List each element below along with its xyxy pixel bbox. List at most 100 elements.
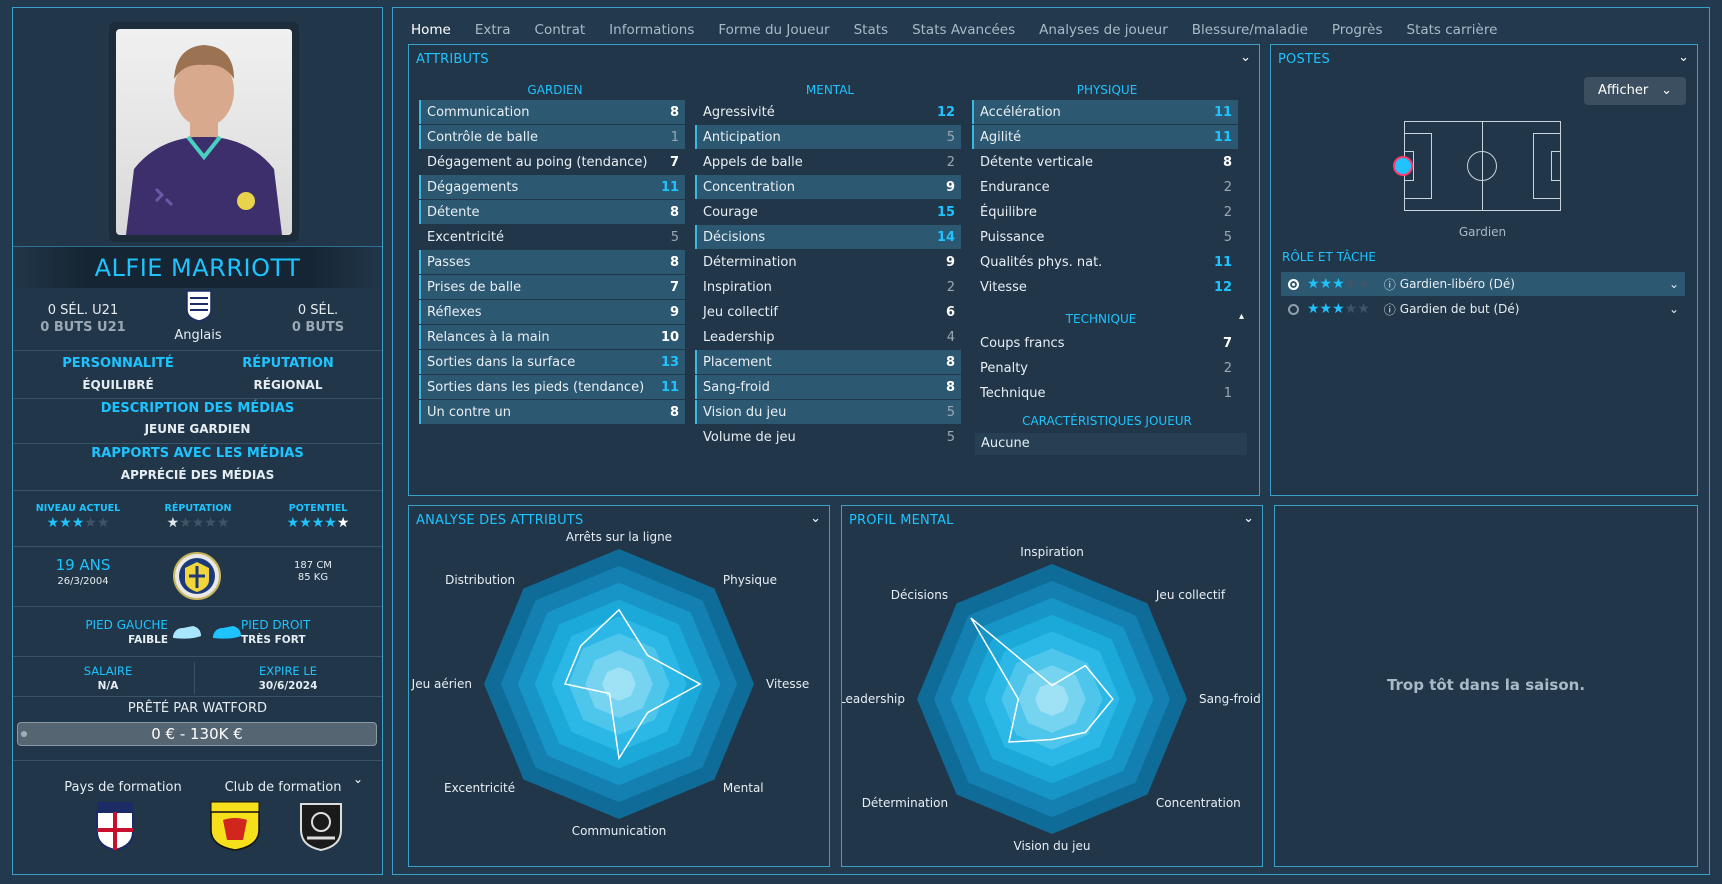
technical-collapse-icon[interactable]: ▴ <box>1239 311 1245 322</box>
u21-caps: 0 SÉL. U21 <box>47 303 119 318</box>
role-chevron-icon[interactable]: ⌄ <box>1668 302 1679 316</box>
tab-contract[interactable]: Contrat <box>534 22 586 38</box>
value-range-handle[interactable] <box>21 731 27 737</box>
attribute-row[interactable]: Agressivité 12 <box>695 100 961 124</box>
attribute-row[interactable]: Endurance 2 <box>972 175 1238 199</box>
info-icon: ⓘ <box>1383 277 1396 292</box>
season-message: Trop tôt dans la saison. <box>1386 676 1586 694</box>
tab-stats[interactable]: Stats <box>853 22 889 38</box>
attribute-row[interactable]: Agilité 11 <box>972 125 1238 149</box>
value-range-bar[interactable]: 0 € - 130K € <box>17 722 377 746</box>
tab-information[interactable]: Informations <box>609 22 695 38</box>
attribute-value: 8 <box>669 254 679 270</box>
radar-axis-label: Mental <box>723 781 764 795</box>
attribute-row[interactable]: Sorties dans les pieds (tendance) 11 <box>419 375 685 399</box>
attribute-row[interactable]: Un contre un 8 <box>419 400 685 424</box>
attribute-name: Équilibre <box>980 204 1037 220</box>
attribute-name: Sorties dans la surface <box>427 354 576 370</box>
attribute-row[interactable]: Leadership 4 <box>695 325 961 349</box>
attribute-row[interactable]: Sang-froid 8 <box>695 375 961 399</box>
attribute-analysis-panel: ANALYSE DES ATTRIBUTS ⌄ Arrêts sur la li… <box>408 505 830 867</box>
attribute-row[interactable]: Qualités phys. nat. 11 <box>972 250 1238 274</box>
attribute-value: 1 <box>670 129 679 145</box>
attribute-row[interactable]: Passes 8 <box>419 250 685 274</box>
attribute-row[interactable]: Penalty 2 <box>972 356 1238 380</box>
right-foot-value: TRÈS FORT <box>241 634 306 646</box>
attribute-row[interactable]: Détente 8 <box>419 200 685 224</box>
attribute-row[interactable]: Équilibre 2 <box>972 200 1238 224</box>
attribute-row[interactable]: Concentration 9 <box>695 175 961 199</box>
attribute-value: 6 <box>945 304 955 320</box>
attribute-row[interactable]: Placement 8 <box>695 350 961 374</box>
attribute-name: Un contre un <box>427 404 511 420</box>
attribute-row[interactable]: Sorties dans la surface 13 <box>419 350 685 374</box>
attributes-chevron-icon[interactable]: ⌄ <box>1240 50 1251 65</box>
attribute-row[interactable]: Vision du jeu 5 <box>695 400 961 424</box>
role-radio[interactable] <box>1288 278 1299 290</box>
tab-career-stats[interactable]: Stats carrière <box>1406 22 1498 38</box>
attribute-row[interactable]: Décisions 14 <box>695 225 961 249</box>
attribute-row[interactable]: Puissance 5 <box>972 225 1238 249</box>
attribute-row[interactable]: Appels de balle 2 <box>695 150 961 174</box>
attribute-row[interactable]: Excentricité 5 <box>419 225 685 249</box>
attribute-row[interactable]: Détermination 9 <box>695 250 961 274</box>
attribute-row[interactable]: Anticipation 5 <box>695 125 961 149</box>
tab-player-analysis[interactable]: Analyses de joueur <box>1039 22 1168 38</box>
attribute-row[interactable]: Dégagements 11 <box>419 175 685 199</box>
weight: 85 KG <box>297 572 329 583</box>
attribute-row[interactable]: Technique 1 <box>972 381 1238 405</box>
attribute-row[interactable]: Prises de balle 7 <box>419 275 685 299</box>
attribute-row[interactable]: Coups francs 7 <box>972 331 1238 355</box>
potential-stars: ★★★★★ <box>286 515 350 531</box>
role-row-sweeper-keeper[interactable]: ★★★★★ ⓘ Gardien-libéro (Dé) ⌄ <box>1281 272 1685 296</box>
tab-player-form[interactable]: Forme du Joueur <box>718 22 830 38</box>
tab-advanced-stats[interactable]: Stats Avancées <box>912 22 1016 38</box>
attribute-name: Agilité <box>980 129 1022 145</box>
mental-radar-chart: Inspiration Jeu collectif Sang-froid Concen… <box>842 545 1261 853</box>
role-row-goalkeeper[interactable]: ★★★★★ ⓘ Gardien de but (Dé) ⌄ <box>1281 297 1685 321</box>
attribute-value: 14 <box>937 229 956 245</box>
attribute-row[interactable]: Détente verticale 8 <box>972 150 1238 174</box>
attribute-name: Détermination <box>703 254 797 270</box>
radar-axis-label: Détermination <box>862 796 948 810</box>
attribute-row[interactable]: Volume de jeu 5 <box>695 425 961 449</box>
attribute-name: Coups francs <box>980 335 1065 351</box>
role-chevron-icon[interactable]: ⌄ <box>1668 277 1679 291</box>
radar-ring <box>1035 682 1069 716</box>
attribute-row[interactable]: Réflexes 9 <box>419 300 685 324</box>
radar-axis-label: Sang-froid <box>1199 692 1261 706</box>
mental-profile-chevron-icon[interactable]: ⌄ <box>1243 511 1254 526</box>
attribute-row[interactable]: Vitesse 12 <box>972 275 1238 299</box>
tab-progress[interactable]: Progrès <box>1331 22 1383 38</box>
role-radio[interactable] <box>1288 303 1299 315</box>
player-photo <box>116 29 292 235</box>
attribute-row[interactable]: Jeu collectif 6 <box>695 300 961 324</box>
tab-injury[interactable]: Blessure/maladie <box>1191 22 1308 38</box>
attribute-row[interactable]: Dégagement au poing (tendance) 7 <box>419 150 685 174</box>
attribute-row[interactable]: Communication 8 <box>419 100 685 124</box>
tab-bar: Home Extra Contrat Informations Forme du… <box>411 19 1509 41</box>
attribute-row[interactable]: Inspiration 2 <box>695 275 961 299</box>
analysis-title: ANALYSE DES ATTRIBUTS <box>416 513 584 528</box>
tab-extra[interactable]: Extra <box>474 22 511 38</box>
tab-home[interactable]: Home <box>411 22 451 38</box>
show-button[interactable]: Afficher ⌄ <box>1584 77 1686 105</box>
role-name: Gardien de but (Dé) <box>1399 302 1520 316</box>
radar-axis-label: Vitesse <box>766 677 809 691</box>
media-desc-label: DESCRIPTION DES MÉDIAS <box>100 401 295 416</box>
attribute-value: 2 <box>1223 204 1232 220</box>
analysis-chevron-icon[interactable]: ⌄ <box>810 511 821 526</box>
goals: 0 BUTS <box>291 320 345 335</box>
positions-chevron-icon[interactable]: ⌄ <box>1678 50 1689 65</box>
attribute-row[interactable]: Accélération 11 <box>972 100 1238 124</box>
physical-header: PHYSIQUE <box>1076 83 1138 97</box>
attribute-row[interactable]: Courage 15 <box>695 200 961 224</box>
training-chevron-icon[interactable]: ⌄ <box>353 772 364 786</box>
attribute-row[interactable]: Contrôle de balle 1 <box>419 125 685 149</box>
goalkeeper-position-marker[interactable] <box>1393 156 1413 176</box>
left-boot-icon <box>171 622 203 646</box>
attribute-name: Qualités phys. nat. <box>980 254 1103 270</box>
england-flag-icon <box>181 290 217 326</box>
attribute-row[interactable]: Relances à la main 10 <box>419 325 685 349</box>
attribute-name: Sang-froid <box>703 379 770 395</box>
